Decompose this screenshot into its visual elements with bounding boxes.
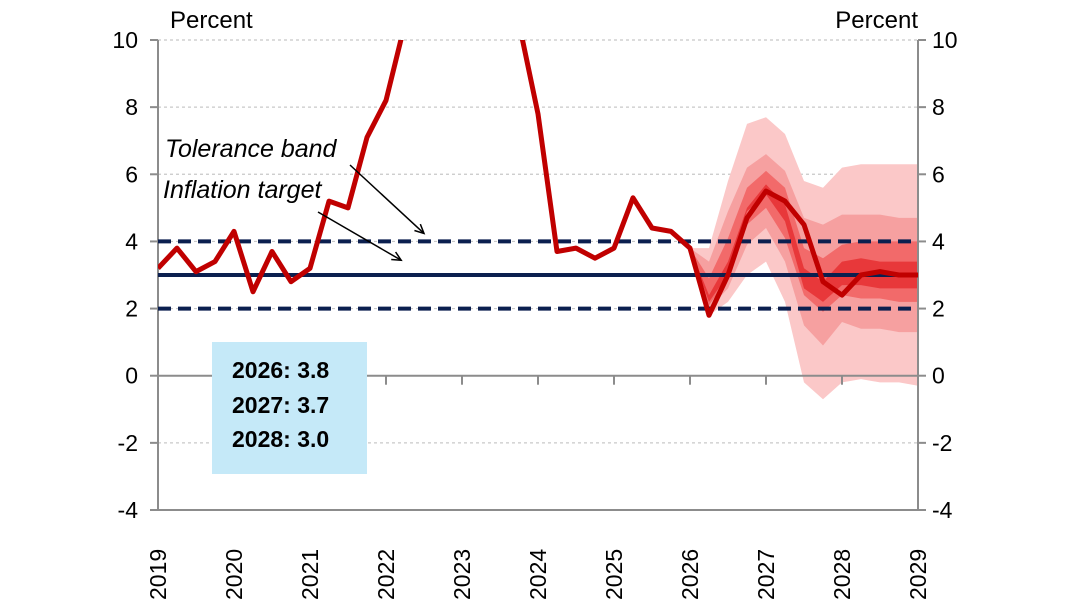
y-tick-label-right: -4	[932, 497, 953, 523]
y-axis-right-unit: Percent	[835, 7, 918, 34]
fan-bands	[690, 117, 918, 400]
arrowhead-target	[391, 251, 403, 262]
y-tick-label-left: 0	[125, 363, 138, 389]
y-tick-label-left: 8	[125, 94, 138, 120]
y-tick-label-right: -2	[932, 430, 952, 456]
x-tick-label-2023: 2023	[449, 549, 475, 600]
y-axis-right-ticks: 10 8 6 4 2 0 -2 -4	[918, 27, 958, 523]
y-tick-label-left: 10	[112, 27, 138, 53]
x-tick-label-2026: 2026	[677, 549, 703, 600]
y-tick-label-left: -4	[118, 497, 139, 523]
info-box-line-2026: 2026: 3.8	[232, 357, 329, 383]
annotation-inflation-target: Inflation target	[163, 176, 322, 204]
x-tick-label-2029: 2029	[905, 549, 931, 600]
y-tick-label-right: 10	[932, 27, 958, 53]
x-tick-label-2028: 2028	[829, 549, 855, 600]
y-tick-label-left: 4	[125, 228, 138, 254]
annotations: Tolerance band Inflation target	[163, 135, 426, 262]
x-tick-label-2021: 2021	[297, 549, 323, 600]
y-tick-label-right: 4	[932, 228, 945, 254]
series-lines	[158, 40, 918, 318]
series-line-0	[158, 40, 918, 318]
forecast-info-box: 2026: 3.8 2027: 3.7 2028: 3.0	[212, 342, 367, 474]
x-axis-ticks: 2019 2020 2021 2022 2023 2024 2025 2026 2027 2028…	[145, 375, 931, 600]
arrowhead-tolerance	[414, 223, 426, 235]
annotation-arrow-target	[317, 211, 402, 261]
info-box-background	[212, 342, 367, 474]
x-tick-label-2025: 2025	[601, 549, 627, 600]
y-axis-left-unit: Percent	[170, 7, 253, 34]
y-tick-label-right: 0	[932, 363, 945, 389]
y-tick-label-right: 2	[932, 296, 945, 322]
y-tick-label-left: 6	[125, 161, 138, 187]
x-tick-label-2020: 2020	[221, 549, 247, 600]
y-axis-left-ticks: 10 8 6 4 2 0 -2 -4	[112, 27, 158, 523]
x-tick-label-2019: 2019	[145, 549, 171, 600]
annotation-arrow-tolerance	[349, 164, 425, 234]
x-tick-label-2027: 2027	[753, 549, 779, 600]
y-tick-label-right: 6	[932, 161, 945, 187]
info-box-line-2028: 2028: 3.0	[232, 426, 329, 452]
y-tick-label-right: 8	[932, 94, 945, 120]
x-tick-label-2024: 2024	[525, 549, 551, 600]
x-tick-label-2022: 2022	[373, 549, 399, 600]
y-tick-label-left: 2	[125, 296, 138, 322]
annotation-tolerance-band: Tolerance band	[165, 135, 338, 163]
y-tick-label-left: -2	[118, 430, 138, 456]
info-box-line-2027: 2027: 3.7	[232, 392, 329, 418]
